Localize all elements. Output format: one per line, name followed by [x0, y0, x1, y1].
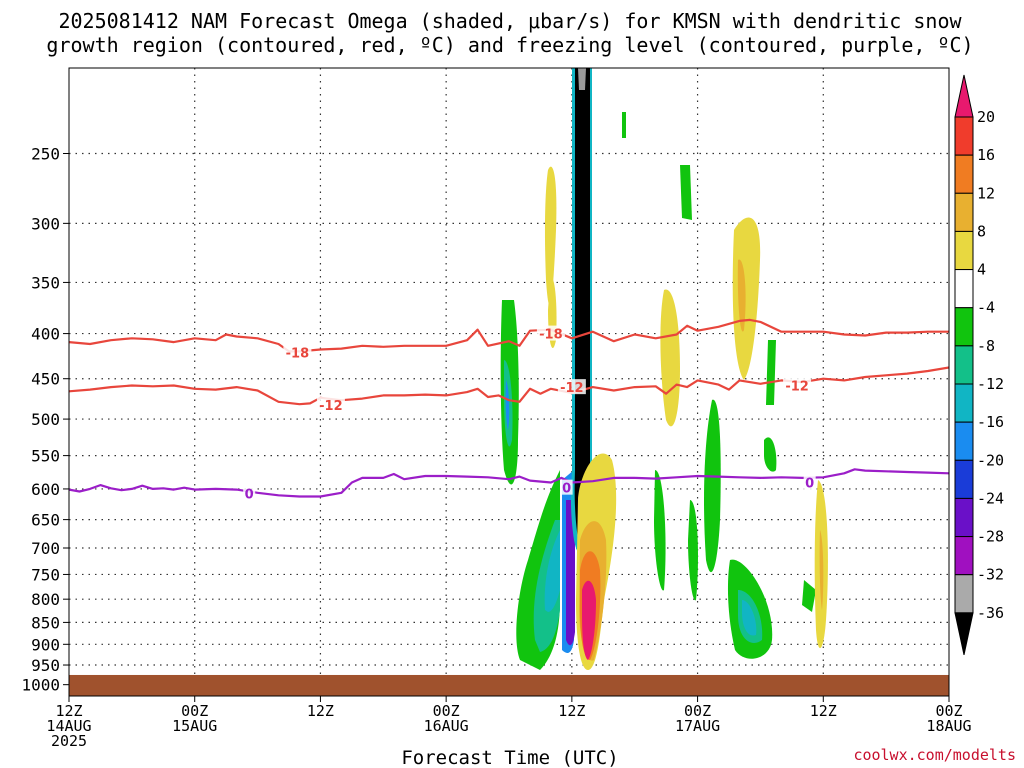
contour-label-bg — [783, 377, 812, 393]
y-tick-label: 950 — [31, 656, 60, 675]
colorbar-swatch — [954, 497, 974, 538]
colorbar-label: 4 — [977, 261, 986, 279]
contour-label-bg — [803, 474, 816, 490]
omega-shading — [500, 68, 828, 670]
colorbar-swatch — [954, 536, 974, 576]
colorbar-label: 12 — [977, 184, 995, 202]
x-tick-label: 2025 — [51, 732, 87, 750]
x-tick-label: 00Z — [181, 702, 208, 720]
colorbar-label: -24 — [977, 489, 1004, 507]
x-tick-label: 15AUG — [172, 717, 217, 735]
contour-label: -12 — [560, 381, 584, 396]
colorbar-swatch — [954, 154, 974, 194]
y-axis-ticks: 250 300 350 400 450 500 550 600 650 700 750 800 850 9… — [21, 144, 69, 695]
contour-line-minus18 — [69, 318, 949, 353]
chart-title-line-2: growth region (contoured, red, ºC) and f… — [46, 33, 973, 57]
x-tick-label: 18AUG — [926, 717, 971, 735]
credit-link[interactable]: coolwx.com/modelts — [853, 746, 1016, 764]
x-axis-label: Forecast Time (UTC) — [401, 747, 618, 768]
colorbar-label: -8 — [977, 337, 995, 355]
colorbar-label: -20 — [977, 451, 1004, 469]
y-tick-label: 500 — [31, 410, 60, 429]
colorbar-swatch — [954, 307, 974, 347]
colorbar-swatch — [954, 116, 974, 156]
colorbar-swatch — [954, 192, 974, 232]
contour-label-bg — [316, 397, 345, 413]
contour-line-0 — [69, 468, 949, 498]
colorbar-label: -16 — [977, 413, 1004, 431]
colorbar-swatch — [954, 383, 974, 423]
x-tick-label: 00Z — [935, 702, 962, 720]
colorbar-bottom-triangle — [954, 612, 974, 655]
contour-line-minus12 — [69, 366, 949, 406]
colorbar-swatch — [954, 230, 974, 271]
omega-descent-column — [576, 453, 617, 670]
contour-label-bg — [283, 344, 312, 360]
contour-label-bg — [536, 325, 565, 341]
contour-labels: -18 -18 -12 -12 -12 0 0 0 — [243, 325, 816, 502]
x-tick-label: 12Z — [558, 702, 585, 720]
y-tick-label: 900 — [31, 635, 60, 654]
chart-title-line-1: 2025081412 NAM Forecast Omega (shaded, μ… — [58, 9, 962, 33]
colorbar-label: 20 — [977, 108, 995, 126]
x-tick-label: 00Z — [433, 702, 460, 720]
colorbar: 20 16 12 8 4 -4 -8 -12 -16 -20 -24 -28 -32 -36 — [954, 74, 1004, 655]
contour-label-bg — [243, 485, 256, 501]
ground-terrain — [69, 674, 949, 696]
contour-label: 0 — [245, 487, 254, 502]
contour-label-bg — [557, 379, 586, 395]
x-tick-label: 16AUG — [424, 717, 469, 735]
y-tick-label: 800 — [31, 590, 60, 609]
colorbar-label: -28 — [977, 528, 1004, 546]
colorbar-label: 8 — [977, 222, 986, 240]
y-tick-label: 700 — [31, 539, 60, 558]
colorbar-top-triangle — [954, 74, 974, 118]
x-tick-label: 12Z — [307, 702, 334, 720]
colorbar-label: -36 — [977, 604, 1004, 622]
colorbar-label: -32 — [977, 566, 1004, 584]
contour-label: -12 — [785, 379, 809, 394]
colorbar-swatch — [954, 345, 974, 385]
colorbar-swatch — [954, 269, 974, 309]
plot-frame — [68, 67, 950, 697]
colorbar-swatch — [954, 459, 974, 499]
colorbar-label: -12 — [977, 375, 1004, 393]
contour-label: -18 — [286, 346, 310, 361]
contour-lines — [69, 318, 949, 498]
y-tick-label: 300 — [31, 214, 60, 233]
x-tick-label: 12Z — [55, 702, 82, 720]
contour-label: 0 — [805, 477, 814, 492]
grid — [69, 68, 949, 696]
x-tick-label: 00Z — [684, 702, 711, 720]
contour-label: 0 — [562, 482, 571, 497]
omega-ascent-column — [516, 68, 592, 670]
colorbar-label: 16 — [977, 146, 995, 164]
colorbar-label: -4 — [977, 299, 995, 317]
y-tick-label: 750 — [31, 565, 60, 584]
omega-scattered-cells — [500, 112, 828, 659]
y-tick-label: 400 — [31, 325, 60, 344]
y-tick-label: 250 — [31, 144, 60, 163]
x-tick-label: 14AUG — [46, 717, 91, 735]
colorbar-swatch — [954, 421, 974, 461]
contour-label: -12 — [319, 399, 343, 414]
y-tick-label: 350 — [31, 273, 60, 292]
colorbar-swatch — [954, 574, 974, 614]
y-tick-label: 600 — [31, 480, 60, 499]
y-tick-label: 1000 — [21, 676, 60, 695]
x-tick-label: 17AUG — [675, 717, 720, 735]
y-tick-label: 850 — [31, 613, 60, 632]
y-tick-label: 450 — [31, 370, 60, 389]
contour-label: -18 — [539, 328, 563, 343]
x-tick-label: 12Z — [810, 702, 837, 720]
y-tick-label: 650 — [31, 511, 60, 530]
contour-label-bg — [560, 479, 573, 495]
y-tick-label: 550 — [31, 447, 60, 466]
